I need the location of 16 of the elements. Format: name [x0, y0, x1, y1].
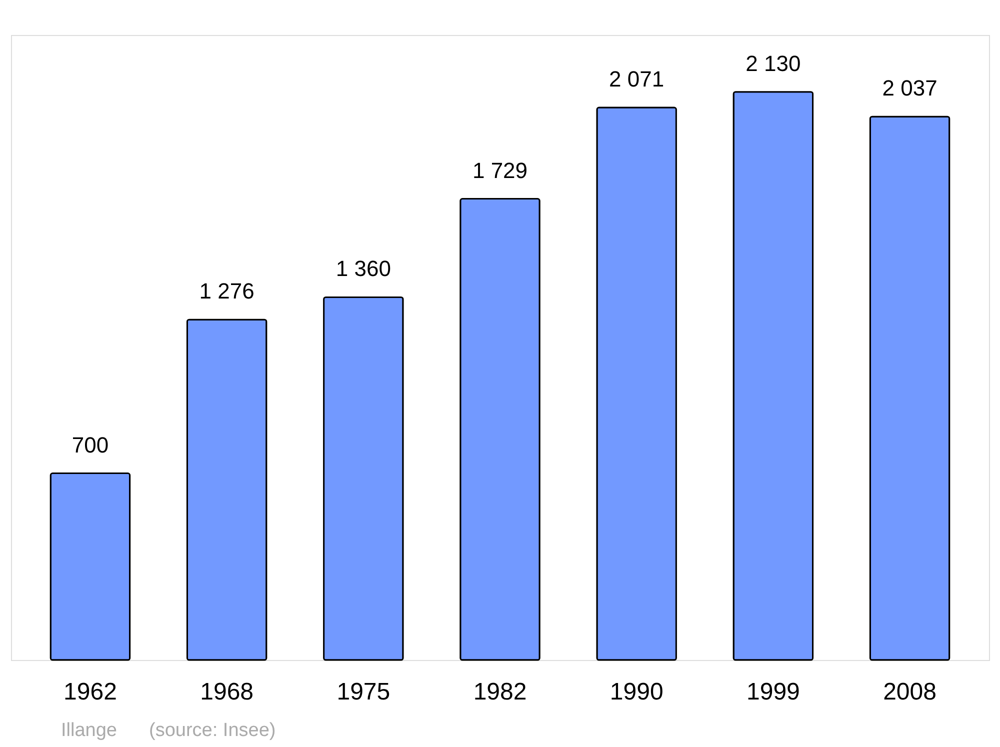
x-tick-label: 1999 [746, 678, 800, 706]
data-label: 2 130 [746, 50, 801, 76]
x-tick-label: 1975 [336, 678, 390, 706]
data-label: 2 037 [882, 76, 938, 101]
x-tick-label: 1968 [200, 678, 254, 706]
x-tick-label: 1962 [64, 678, 117, 706]
x-tick-label: 1990 [610, 678, 664, 706]
x-tick-label: 2008 [883, 678, 936, 706]
data-label: 1 360 [336, 256, 391, 282]
data-label: 1 729 [472, 158, 528, 183]
text: Illange [61, 720, 117, 741]
x-tick-label: 1982 [473, 678, 527, 706]
data-label: 700 [72, 432, 109, 458]
data-label: 1 276 [199, 278, 254, 304]
data-label: 2 071 [609, 66, 664, 92]
text: (source: Insee) [149, 720, 276, 741]
